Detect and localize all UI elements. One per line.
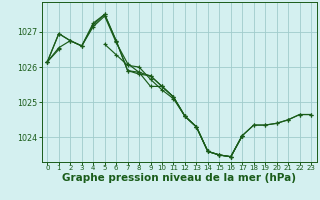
X-axis label: Graphe pression niveau de la mer (hPa): Graphe pression niveau de la mer (hPa): [62, 173, 296, 183]
